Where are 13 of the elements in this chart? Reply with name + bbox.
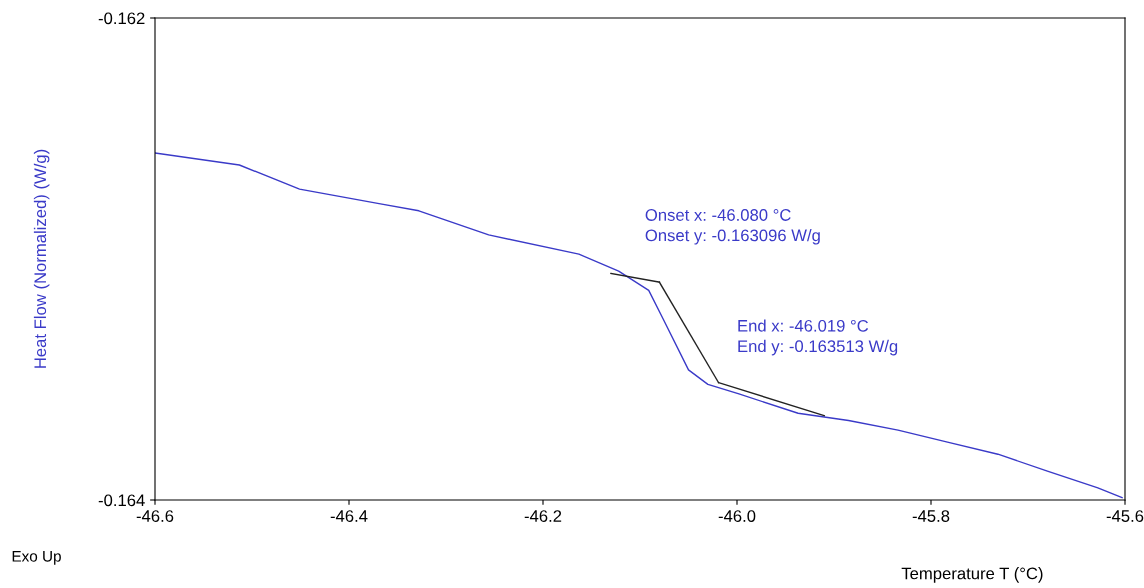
x-tick-label: -46.6 xyxy=(136,510,174,522)
y-tick-label: -0.162 xyxy=(98,12,145,25)
x-axis-title: Temperature T (°C) xyxy=(901,567,1043,583)
annotation: End x: -46.019 °C End y: -0.163513 W/g xyxy=(738,319,898,356)
text: Exo Up xyxy=(12,551,61,565)
y-axis-title: Heat Flow (Normalized) (W/g) xyxy=(33,149,50,368)
x-tick-label: -45.6 xyxy=(1106,510,1144,522)
x-tick-label: -46.2 xyxy=(524,510,562,522)
x-tick-label: -46.4 xyxy=(330,510,368,522)
x-tick-label: -46.0 xyxy=(718,510,756,522)
x-tick-label: -45.8 xyxy=(912,510,950,522)
annotation: Onset x: -46.080 °C Onset y: -0.163096 W/g xyxy=(645,209,820,245)
y-tick-label: -0.164 xyxy=(98,494,145,507)
